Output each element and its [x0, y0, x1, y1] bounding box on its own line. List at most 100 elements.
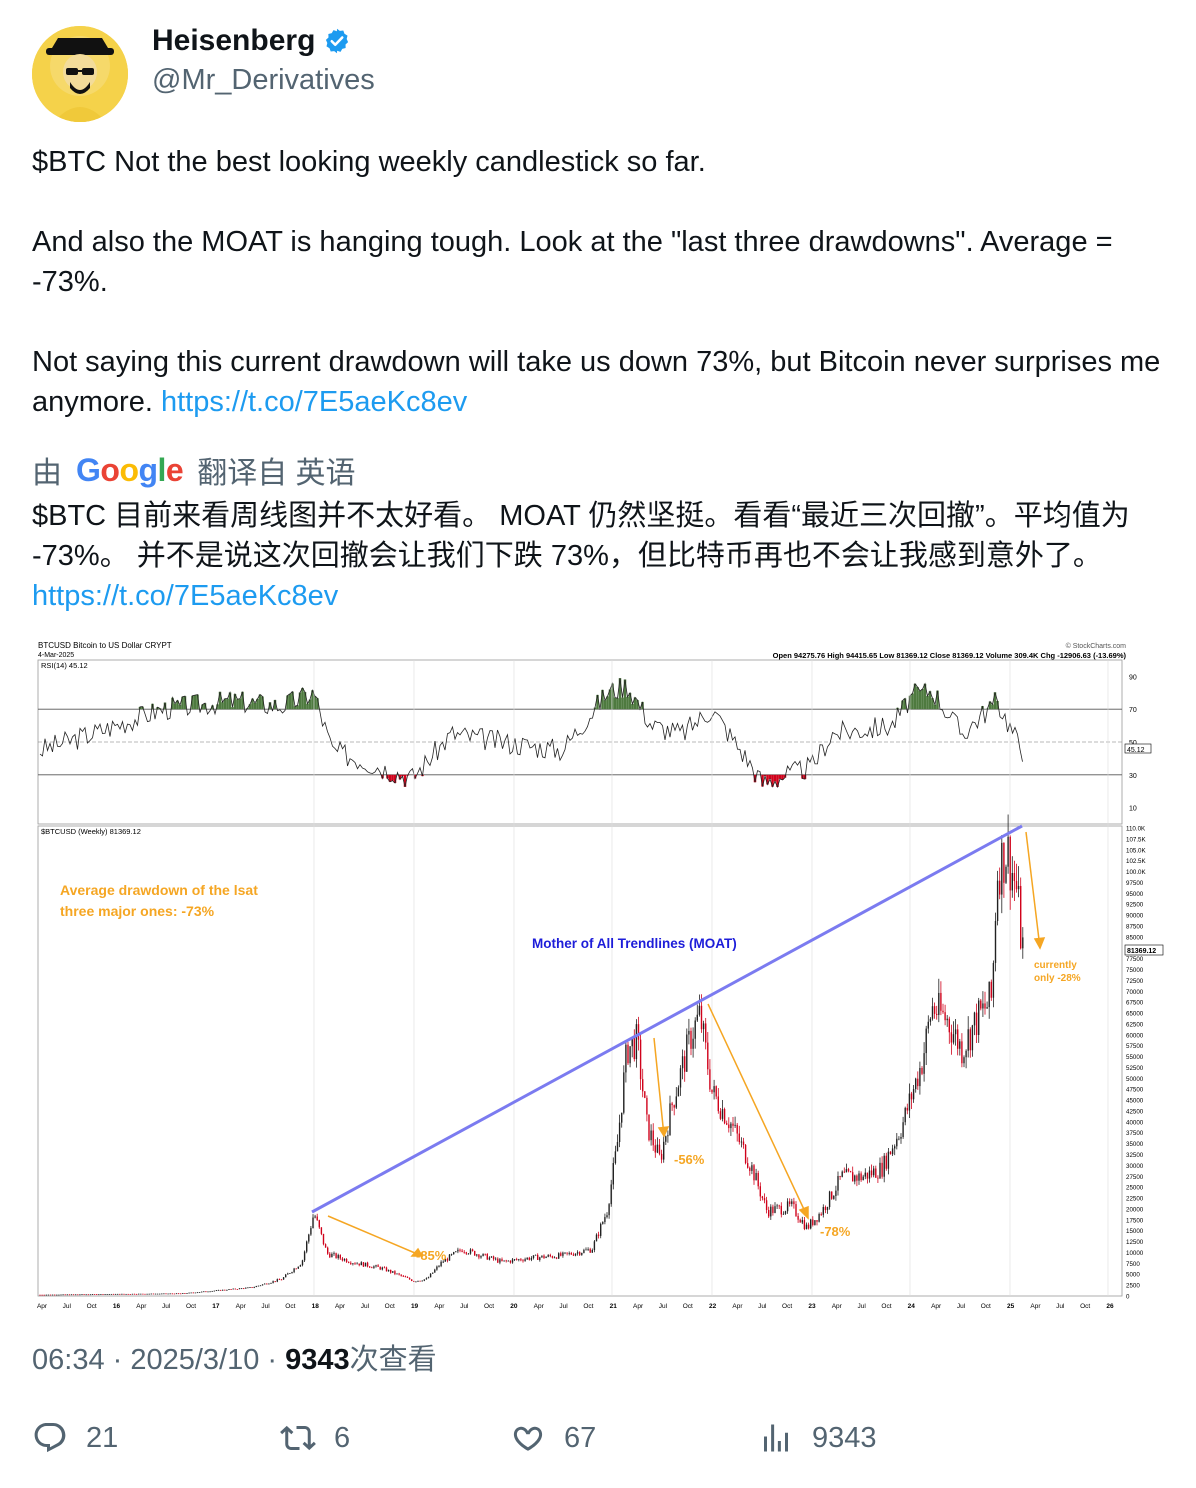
views-button[interactable]: 9343 — [758, 1420, 877, 1456]
candle-body — [196, 1292, 199, 1294]
price-tick-label: 92500 — [1126, 902, 1144, 909]
candle-body — [274, 1281, 276, 1282]
candle-body — [860, 1173, 862, 1181]
candle-body — [96, 1294, 98, 1295]
candle-body — [889, 1151, 892, 1155]
candle-body — [421, 1280, 423, 1282]
candle-body — [875, 1168, 877, 1178]
chart-image[interactable]: BTCUSD Bitcoin to US Dollar CRYPT 4-Mar-… — [32, 636, 1166, 1316]
rsi-tick-label: 30 — [1129, 773, 1137, 780]
candle-body — [833, 1195, 835, 1199]
candle-body — [188, 1292, 190, 1294]
candle-body — [753, 1165, 755, 1181]
user-handle[interactable]: @Mr_Derivatives — [152, 64, 375, 96]
x-axis-label: Jul — [261, 1303, 270, 1310]
candle-body — [915, 1078, 917, 1090]
tweet-date[interactable]: 2025/3/10 — [130, 1344, 260, 1376]
candle-body — [261, 1284, 264, 1286]
price-tick-label: 85000 — [1126, 934, 1144, 941]
drawdown-arrow-2 — [653, 1037, 665, 1137]
candle-body — [255, 1286, 257, 1288]
candle-body — [639, 1039, 642, 1080]
candle-body — [440, 1261, 442, 1266]
candle-body — [163, 1293, 165, 1295]
candle-body — [217, 1289, 220, 1291]
price-tick-label: 22500 — [1126, 1196, 1144, 1203]
candle-body — [240, 1288, 243, 1290]
candle-body — [413, 1280, 415, 1282]
candle-body — [144, 1293, 146, 1295]
price-tick-label: 25000 — [1126, 1185, 1144, 1192]
candle-body — [471, 1249, 474, 1251]
candle-body — [264, 1283, 266, 1285]
candle-body — [530, 1257, 533, 1260]
avatar[interactable] — [32, 26, 128, 122]
candle-body — [291, 1272, 293, 1274]
price-tick-label: 90000 — [1126, 913, 1144, 920]
candle-body — [608, 1204, 610, 1216]
candle-body — [190, 1292, 192, 1294]
user-name[interactable]: Heisenberg — [152, 24, 316, 57]
candle-body — [627, 1044, 629, 1064]
candle-body — [742, 1141, 745, 1145]
candle-body — [898, 1138, 900, 1140]
candle-body — [614, 1151, 617, 1164]
candle-body — [576, 1252, 579, 1254]
candle-body — [350, 1262, 352, 1264]
tweet-time[interactable]: 06:34 — [32, 1344, 105, 1376]
candle-body — [799, 1219, 801, 1223]
candle-body — [98, 1294, 100, 1296]
candle-body — [79, 1294, 81, 1296]
candle-body — [226, 1289, 228, 1291]
candle-body — [457, 1249, 459, 1252]
candle-body — [142, 1293, 144, 1295]
price-tick-label: 60000 — [1126, 1032, 1144, 1039]
candle-body — [954, 1029, 957, 1035]
retweet-icon — [280, 1425, 316, 1451]
candle-body — [814, 1220, 816, 1225]
price-tag: 81369.12 — [1127, 948, 1156, 955]
translated-link[interactable]: https://t.co/7E5aeKc8ev — [32, 580, 339, 612]
candle-body — [948, 1018, 950, 1033]
candle-body — [679, 1068, 682, 1088]
candle-body — [322, 1233, 325, 1245]
candle-body — [734, 1124, 736, 1126]
candle-body — [444, 1258, 446, 1262]
price-tick-label: 5000 — [1126, 1272, 1140, 1279]
candle-body — [173, 1293, 176, 1295]
translated-suffix[interactable]: 翻译自 英语 — [197, 457, 356, 490]
candle-body — [129, 1294, 131, 1295]
views-count: 9343 — [285, 1344, 350, 1376]
like-button[interactable]: 67 — [510, 1420, 596, 1456]
candle-body — [946, 1018, 948, 1021]
candle-body — [81, 1294, 83, 1296]
candle-body — [944, 1012, 946, 1021]
x-axis-label: Oct — [881, 1303, 891, 1310]
candle-body — [637, 1024, 640, 1040]
candle-body — [795, 1204, 797, 1216]
candle-body — [211, 1290, 213, 1292]
candle-body — [463, 1251, 465, 1253]
rsi-tag-box — [1124, 743, 1152, 754]
candle-body — [868, 1170, 871, 1179]
candle-body — [83, 1294, 85, 1296]
candle-body — [243, 1288, 245, 1290]
candle-body — [965, 1050, 967, 1058]
candle-body — [589, 1249, 591, 1253]
candle-body — [826, 1207, 829, 1211]
candle-body — [327, 1247, 329, 1254]
retweet-count: 6 — [334, 1421, 351, 1454]
candle-body — [194, 1292, 197, 1294]
x-axis-label: Oct — [285, 1303, 295, 1310]
candle-body — [266, 1283, 268, 1285]
x-axis-label: 24 — [908, 1303, 916, 1310]
tweet-link[interactable]: https://t.co/7E5aeKc8ev — [160, 386, 468, 418]
candle-body — [293, 1268, 295, 1273]
reply-button[interactable]: 21 — [32, 1420, 118, 1456]
candle-body — [988, 981, 990, 1008]
candle-body — [852, 1172, 854, 1182]
candle-body — [354, 1263, 356, 1265]
user-name-row[interactable]: Heisenberg — [152, 24, 351, 58]
retweet-button[interactable]: 6 — [280, 1420, 350, 1456]
candle-body — [133, 1293, 136, 1295]
